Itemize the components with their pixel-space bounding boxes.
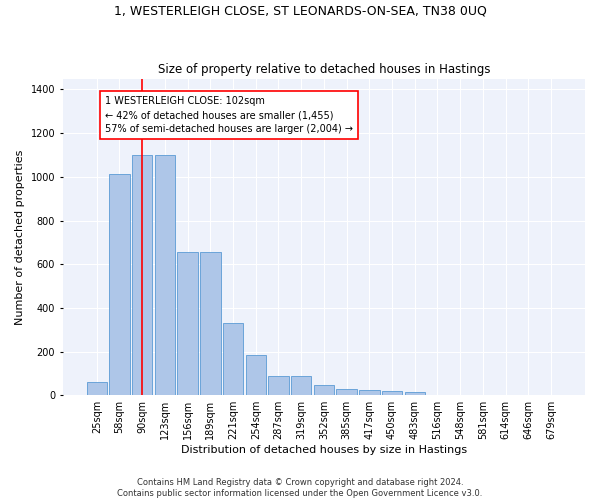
X-axis label: Distribution of detached houses by size in Hastings: Distribution of detached houses by size … xyxy=(181,445,467,455)
Text: 1 WESTERLEIGH CLOSE: 102sqm
← 42% of detached houses are smaller (1,455)
57% of : 1 WESTERLEIGH CLOSE: 102sqm ← 42% of det… xyxy=(105,96,353,134)
Title: Size of property relative to detached houses in Hastings: Size of property relative to detached ho… xyxy=(158,63,490,76)
Bar xyxy=(155,155,175,395)
Bar xyxy=(86,382,107,395)
Bar xyxy=(337,389,357,395)
Bar xyxy=(382,391,402,395)
Bar xyxy=(314,386,334,395)
Bar xyxy=(223,323,243,395)
Bar xyxy=(404,392,425,395)
Bar xyxy=(200,252,221,395)
Bar xyxy=(268,376,289,395)
Y-axis label: Number of detached properties: Number of detached properties xyxy=(15,149,25,324)
Text: 1, WESTERLEIGH CLOSE, ST LEONARDS-ON-SEA, TN38 0UQ: 1, WESTERLEIGH CLOSE, ST LEONARDS-ON-SEA… xyxy=(113,5,487,18)
Bar xyxy=(245,355,266,395)
Bar xyxy=(291,376,311,395)
Bar xyxy=(178,252,198,395)
Text: Contains HM Land Registry data © Crown copyright and database right 2024.
Contai: Contains HM Land Registry data © Crown c… xyxy=(118,478,482,498)
Bar xyxy=(109,174,130,395)
Bar xyxy=(359,390,380,395)
Bar xyxy=(132,155,152,395)
